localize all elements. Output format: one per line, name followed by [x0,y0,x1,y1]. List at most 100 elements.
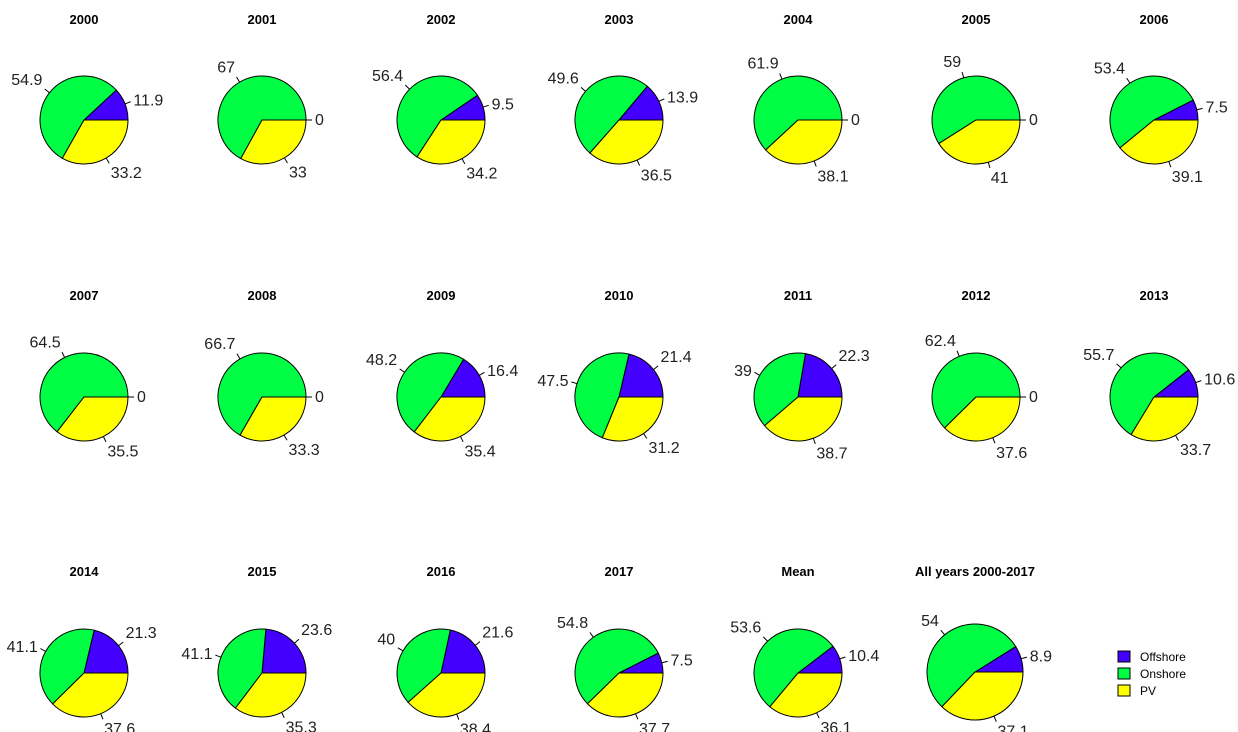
slice-label-onshore-2015: 41.1 [181,646,212,663]
label-tick-onshore-2015 [215,654,222,658]
pie-slice-onshore-2006 [1109,75,1194,149]
pie-panel-all-years-2000-2017: All years 2000-2017 8.9 54 37.1 [915,564,1052,732]
label-tick-offshore-2000 [124,101,131,105]
pie-slice-pv-2005 [938,119,1021,165]
label-tick-pv-2013 [1175,435,1179,441]
label-tick-pv-2016 [456,713,460,720]
slice-label-onshore-2002: 56.4 [372,68,403,85]
pie-panel-2002: 2002 9.5 56.4 34.2 [372,12,514,183]
pie-slice-pv-2000 [61,119,129,165]
panel-title-2012: 2012 [962,288,991,303]
slice-label-pv-2004: 38.1 [817,168,848,185]
label-tick-onshore-2006 [1126,77,1131,84]
pie-slice-onshore-2013 [1109,352,1190,436]
slice-label-onshore-2011: 39 [734,363,752,380]
panel-title-2009: 2009 [427,288,456,303]
panel-title-mean: Mean [781,564,814,579]
slice-label-onshore-2003: 49.6 [548,70,579,87]
slice-label-pv-2011: 38.7 [816,446,847,463]
pie-slice-onshore-2005 [931,75,1021,145]
pie-panel-2013: 2013 10.6 55.7 33.7 [1083,288,1235,459]
pie-panel-2017: 2017 7.5 54.8 37.7 [557,564,693,732]
slice-label-onshore-2016: 40 [377,631,395,648]
slice-label-onshore-2005: 59 [943,54,961,71]
panel-title-2000: 2000 [70,12,99,27]
slice-label-offshore-2004: 0 [851,112,860,129]
pie-panel-2004: 2004 0 61.9 38.1 [747,12,860,185]
pie-panels: 2000 11.9 54.9 33.2 2001 0 67 33 2002 9.5 56.4 34.2… [7,12,1236,732]
slice-label-onshore-2007: 64.5 [30,334,61,351]
label-tick-offshore-2016 [474,641,481,646]
label-tick-onshore-2011 [754,371,760,376]
panel-title-2004: 2004 [784,12,814,27]
label-tick-onshore-2017 [589,632,594,638]
label-tick-pv-2011 [812,438,816,445]
label-tick-pv-2003 [636,159,641,166]
panel-title-2017: 2017 [605,564,634,579]
pie-panel-2006: 2006 7.5 53.4 39.1 [1094,12,1228,186]
label-tick-offshore-2003 [658,98,665,102]
slice-label-offshore-2001: 0 [315,112,324,129]
label-tick-onshore-2005 [961,71,965,78]
pie-slice-offshore-2009 [440,358,486,398]
panel-title-2010: 2010 [605,288,634,303]
slice-label-pv-2006: 39.1 [1172,169,1203,186]
label-tick-onshore-mean [763,636,768,642]
label-tick-pv-2005 [987,162,991,169]
label-tick-offshore-2002 [482,104,489,108]
slice-label-pv-all-years-2000-2017: 37.1 [997,723,1028,732]
label-tick-offshore-2011 [831,364,837,370]
pie-slice-pv-2016 [407,672,486,718]
panel-title-all-years-2000-2017: All years 2000-2017 [915,564,1035,579]
pie-panel-2005: 2005 0 59 41 [931,12,1038,187]
slice-label-pv-2010: 31.2 [649,440,680,457]
slice-label-offshore-2002: 9.5 [492,96,514,113]
label-tick-offshore-2010 [653,365,659,371]
pie-slice-onshore-2014 [39,628,95,705]
pie-slice-pv-2015 [234,672,307,718]
slice-label-pv-2008: 33.3 [289,442,320,459]
slice-label-onshore-mean: 53.6 [730,620,761,637]
label-tick-pv-2012 [992,437,996,444]
slice-label-pv-2012: 37.6 [996,445,1027,462]
pie-slice-onshore-2009 [396,352,465,433]
pie-slice-onshore-2012 [931,352,1021,429]
label-tick-pv-2014 [100,713,104,720]
pie-panel-2003: 2003 13.9 49.6 36.5 [548,12,699,184]
panel-title-2002: 2002 [427,12,456,27]
pie-slice-offshore-2014 [83,629,129,674]
pie-slice-onshore-2003 [574,75,648,154]
slice-label-offshore-2016: 21.6 [482,625,513,642]
slice-label-pv-2000: 33.2 [111,165,142,182]
legend: Offshore Onshore PV [1117,650,1186,698]
pie-panel-2009: 2009 16.4 48.2 35.4 [366,288,518,461]
slice-label-pv-2007: 35.5 [107,444,138,461]
slice-label-onshore-2013: 55.7 [1083,347,1114,364]
pie-slice-pv-2012 [943,396,1021,442]
slice-label-offshore-2008: 0 [315,389,324,406]
panel-title-2015: 2015 [248,564,277,579]
pie-slice-offshore-2016 [440,629,486,674]
label-tick-pv-all-years-2000-2017 [993,715,997,722]
label-tick-onshore-2012 [956,350,960,357]
pie-slice-onshore-2004 [753,75,843,151]
pie-slice-pv-2001 [240,119,307,165]
legend-swatch-pv [1117,684,1131,697]
pie-slice-pv-2002 [416,119,486,165]
pie-slice-onshore-mean [753,628,834,708]
slice-label-pv-2003: 36.5 [641,167,672,184]
label-tick-pv-2002 [461,158,466,165]
pie-slice-onshore-2002 [396,75,479,158]
slice-label-onshore-2004: 61.9 [747,56,778,73]
slice-label-onshore-all-years-2000-2017: 54 [921,613,939,630]
pie-panel-2012: 2012 0 62.4 37.6 [925,288,1038,462]
slice-label-pv-2001: 33 [289,165,307,182]
slice-label-pv-2002: 34.2 [466,166,497,183]
panel-title-2006: 2006 [1140,12,1169,27]
slice-label-pv-mean: 36.1 [820,720,851,732]
pie-slice-onshore-2007 [39,352,129,433]
slice-label-pv-2015: 35.3 [286,719,317,732]
label-tick-onshore-2008 [236,353,241,360]
panel-title-2005: 2005 [962,12,991,27]
